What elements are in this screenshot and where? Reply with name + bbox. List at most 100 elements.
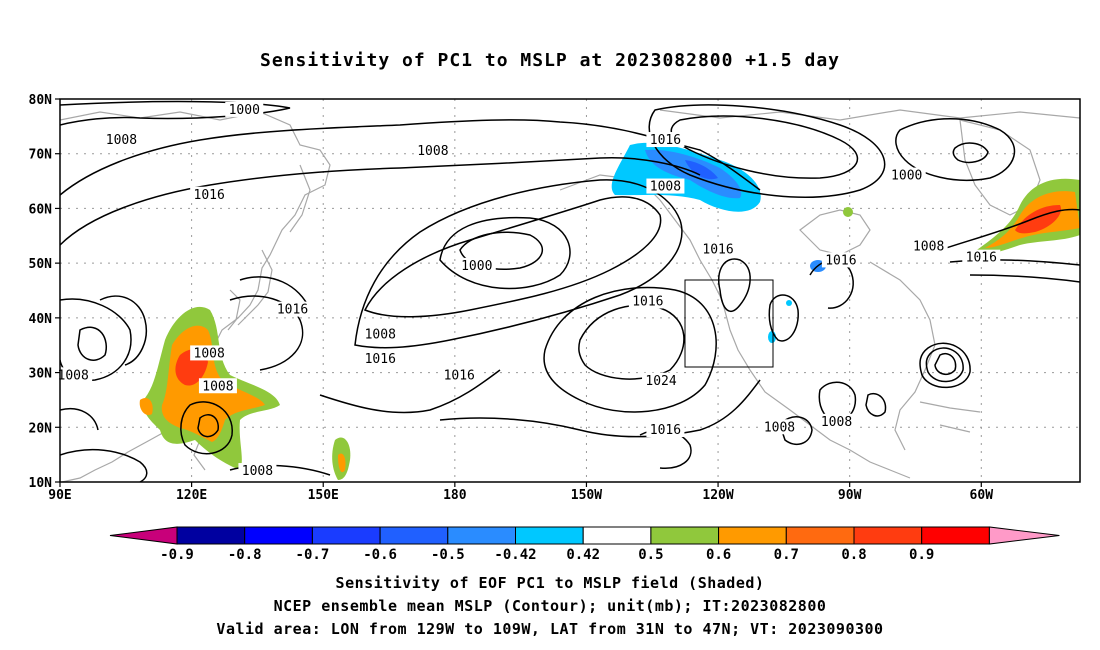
contour-labels: 1000 1008 1008 1016 1016 1008 1000 1016 1008 1016…: [54, 101, 1001, 479]
contour-label: 1008: [764, 420, 795, 435]
lat-tick-label: 20N: [29, 421, 53, 436]
contour-label: 1008: [194, 346, 225, 361]
map-title: Sensitivity of PC1 to MSLP at 2023082800…: [259, 50, 840, 71]
contour-label-bg: [646, 178, 685, 194]
contour-label: 1016: [277, 303, 308, 318]
contour-label-bg: [361, 326, 400, 342]
colorbar-level-label: -0.8: [228, 547, 262, 563]
contour-label-bg: [646, 132, 685, 148]
contour-label-bg: [821, 252, 860, 268]
contour-label-bg: [225, 101, 264, 117]
valid-area-box: [684, 279, 774, 368]
contour-label: 1016: [365, 352, 396, 367]
lon-tick-label: 60W: [970, 488, 994, 503]
colorbar-level-label: -0.6: [363, 547, 397, 563]
contour-label: 1008: [821, 415, 852, 430]
colorbar-level-label: 0.9: [909, 547, 934, 563]
colorbar-swatch: [311, 526, 381, 545]
caption-contour: NCEP ensemble mean MSLP (Contour); unit(…: [273, 597, 827, 615]
contour-label-bg: [457, 257, 496, 273]
colorbar-swatch: [785, 526, 855, 545]
colorbar-swatch: [244, 526, 313, 545]
contour-label: 1016: [194, 188, 225, 203]
lat-tick-label: 70N: [29, 148, 53, 163]
contour-label-bg: [54, 367, 93, 383]
map-gridlines: [60, 99, 1080, 482]
contour-label-bg: [102, 132, 141, 148]
contour-label: 1016: [650, 423, 681, 438]
coastline-korea-japan: [227, 249, 273, 331]
contour-label: 1008: [365, 327, 396, 342]
lon-tick-label: 150E: [308, 488, 339, 503]
shade-negative-alaska-dark: [685, 160, 718, 180]
contour-label-bg: [646, 422, 685, 438]
colorbar-swatch: [379, 526, 449, 545]
lon-tick-label: 120W: [702, 488, 733, 503]
colorbar-level-label: 0.42: [566, 547, 600, 563]
contour-label: 1016: [966, 251, 997, 266]
lat-tick-label: 10N: [29, 476, 53, 491]
contour-label-bg: [198, 378, 237, 394]
coastline-asia: [60, 111, 331, 482]
contour-label: 1024: [645, 374, 676, 389]
lon-tick-label: 90E: [48, 488, 71, 503]
colorbar-level-label: -0.9: [160, 547, 194, 563]
shade-positive-south-orange: [338, 453, 346, 473]
contour-label: 1008: [650, 180, 681, 195]
contour-label: 1008: [58, 368, 89, 383]
coastline-caribbean: [919, 401, 981, 433]
mslp-contours: [60, 100, 1080, 482]
contour-label: 1016: [702, 242, 733, 257]
contour-label-bg: [817, 413, 856, 429]
colorbar: -0.9 -0.8 -0.7 -0.6 -0.5 -0.42 0.42 0.5 0.6 0.7 0.…: [109, 526, 1060, 563]
contour-label: 1016: [444, 368, 475, 383]
contour-label-bg: [190, 186, 229, 202]
coastline-arctic-canada: [659, 109, 1080, 121]
lat-tick-label: 50N: [29, 257, 53, 272]
lat-tick-label: 80N: [29, 93, 53, 108]
colorbar-level-label: 0.6: [706, 547, 731, 563]
contour-label: 1008: [913, 240, 944, 255]
lon-tick-label: 150W: [571, 488, 602, 503]
contour-label-bg: [440, 367, 479, 383]
longitude-axis: 90E 120E 150E 180 150W 120W 90W 60W: [48, 482, 993, 503]
contour-label-bg: [642, 372, 681, 388]
contour-label: 1008: [202, 379, 233, 394]
contour-label-bg: [887, 167, 926, 183]
lon-tick-label: 120E: [176, 488, 207, 503]
contour-label-bg: [190, 345, 229, 361]
colorbar-swatch: [853, 526, 923, 545]
lat-tick-label: 40N: [29, 312, 53, 327]
coastline-hudson: [799, 209, 871, 256]
contour-label-bg: [413, 142, 452, 158]
colorbar-level-label: -0.7: [296, 547, 330, 563]
lat-tick-label: 30N: [29, 367, 53, 382]
lon-tick-label: 180: [443, 488, 467, 503]
contour-label-bg: [760, 419, 799, 435]
contour-label-bg: [238, 463, 277, 479]
contour-label-bg: [361, 350, 400, 366]
contour-label: 1016: [632, 294, 663, 309]
contour-label: 1000: [461, 259, 492, 274]
contour-label: 1000: [891, 169, 922, 184]
contour-label: 1008: [417, 144, 448, 159]
colorbar-level-label: -0.42: [494, 547, 536, 563]
coastline-alaska: [559, 174, 911, 479]
colorbar-swatch: [447, 526, 516, 545]
coastline-east-na: [869, 261, 936, 451]
colorbar-swatch: [176, 526, 246, 545]
lon-tick-label: 90W: [838, 488, 862, 503]
shade-positive-atlantic-red: [1015, 205, 1061, 234]
shade-positive-small2: [843, 207, 853, 217]
colorbar-level-label: 0.5: [638, 547, 663, 563]
shade-positive-small: [139, 397, 153, 416]
colorbar-level-label: -0.5: [431, 547, 465, 563]
contour-label-bg: [909, 238, 948, 254]
contour-label: 1008: [106, 133, 137, 148]
contour-label-bg: [962, 249, 1001, 265]
caption-valid-area: Valid area: LON from 129W to 109W, LAT f…: [216, 620, 884, 638]
colorbar-level-label: 0.8: [841, 547, 866, 563]
contour-label: 1008: [242, 464, 273, 479]
colorbar-level-label: 0.7: [774, 547, 799, 563]
